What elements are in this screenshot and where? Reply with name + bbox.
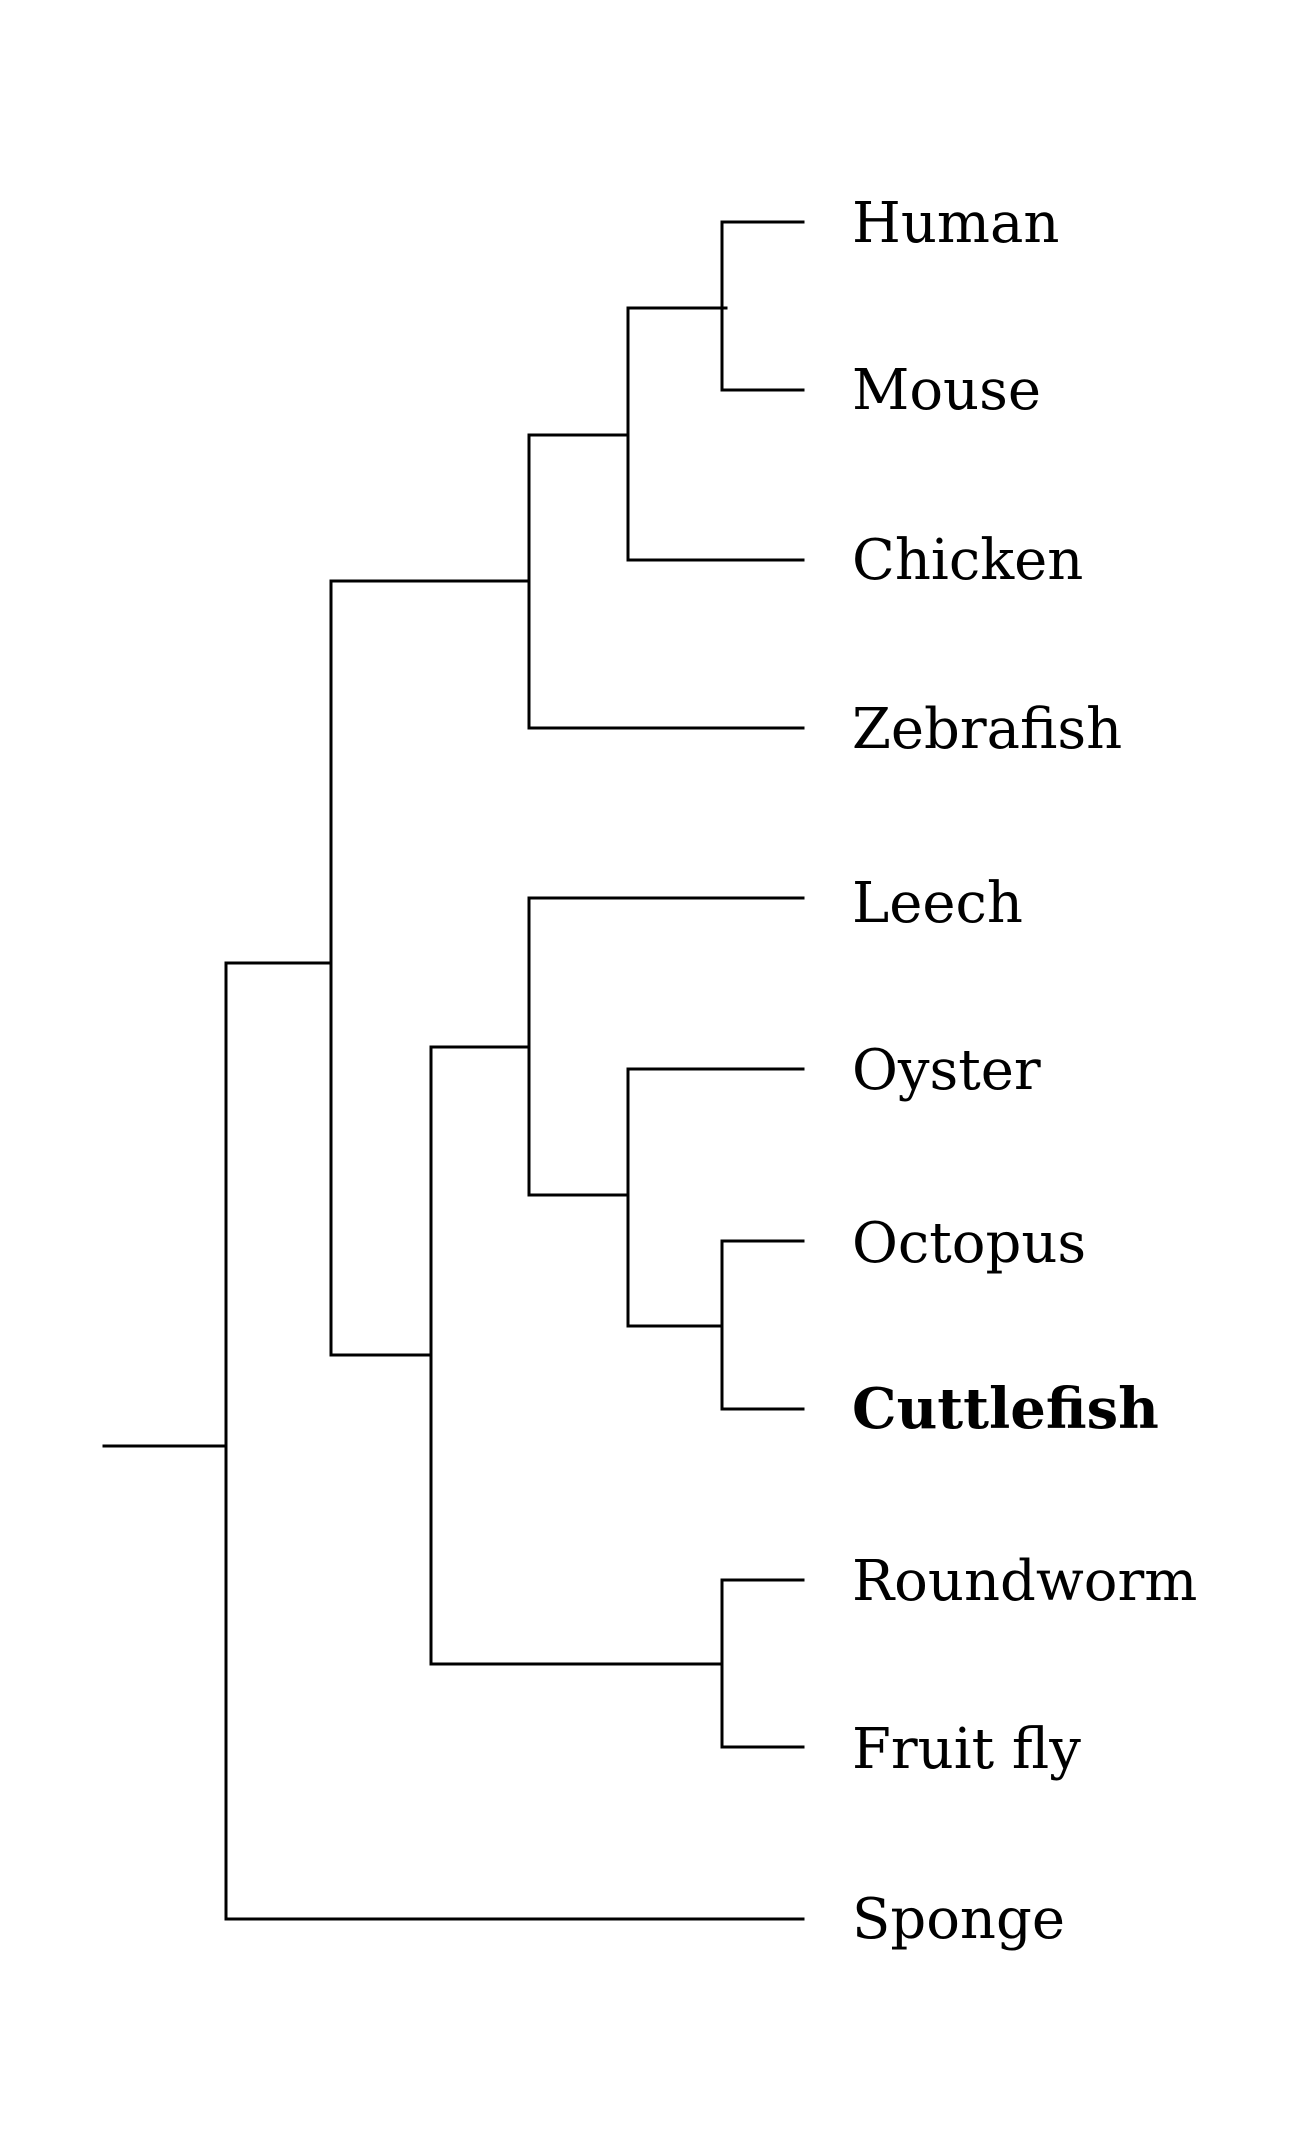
clade-bilateria — [329, 579, 531, 1357]
taxon-label-mouse: Mouse — [852, 358, 1041, 423]
taxon-label-roundworm: Roundworm — [852, 1549, 1197, 1614]
clade-tetrapods — [626, 306, 805, 562]
taxon-label-cuttlefish: Cuttlefish — [852, 1376, 1159, 1442]
clade-cephalopods — [720, 1239, 805, 1411]
taxon-label-leech: Leech — [852, 871, 1023, 936]
taxon-label-zebrafish: Zebrafish — [852, 697, 1122, 762]
clade-lophotrochozoa — [527, 896, 805, 1197]
clade-mollusca — [626, 1067, 805, 1328]
clade-protostomes — [429, 1045, 724, 1666]
taxon-label-fruit-fly: Fruit fly — [852, 1717, 1081, 1782]
taxon-label-sponge: Sponge — [852, 1887, 1065, 1952]
clade-ecdysozoa — [720, 1578, 805, 1749]
taxon-label-chicken: Chicken — [852, 528, 1083, 593]
clade-mammals — [720, 220, 805, 392]
taxon-label-human: Human — [852, 191, 1059, 256]
clade-root — [224, 961, 805, 1921]
taxon-label-octopus: Octopus — [852, 1211, 1086, 1276]
taxon-label-oyster: Oyster — [852, 1038, 1041, 1103]
clade-vertebrates — [527, 433, 805, 730]
